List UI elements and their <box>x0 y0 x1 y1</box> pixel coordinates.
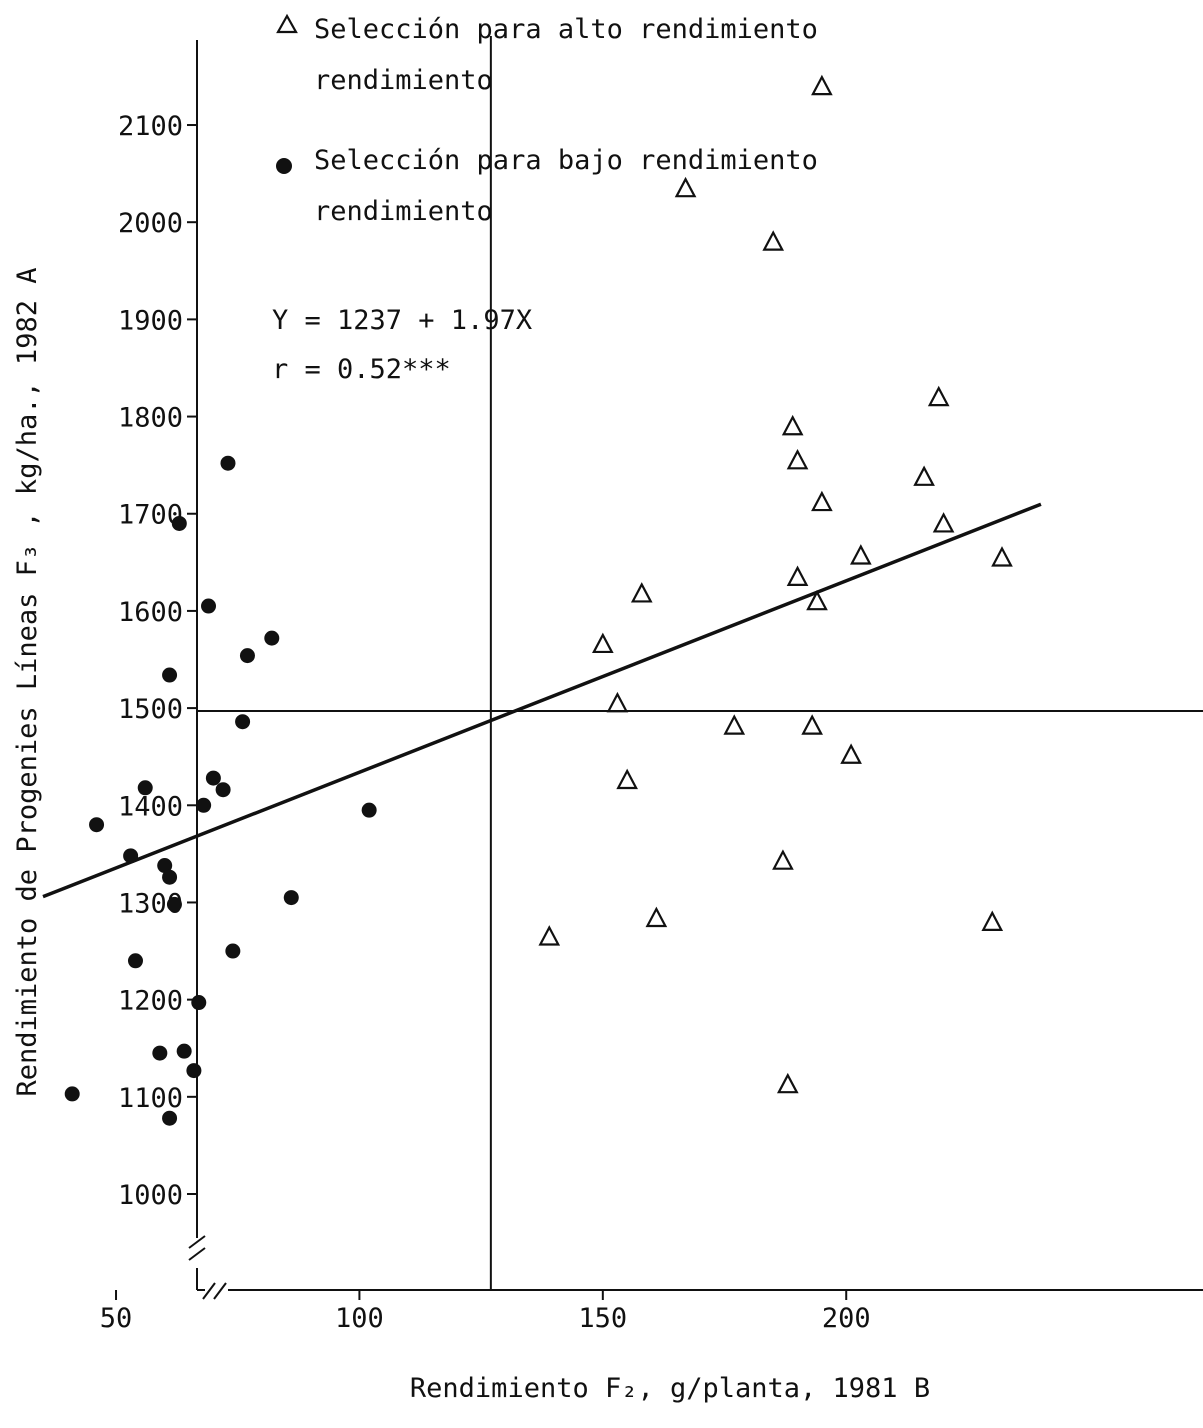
legend-triangle-marker <box>276 13 298 34</box>
data-point-dot <box>166 896 182 912</box>
data-point-dot <box>201 598 217 614</box>
legend: Selección para alto rendimiento rendimie… <box>276 13 818 227</box>
data-point-dot <box>89 817 105 833</box>
y-tick-label: 1000 <box>118 1180 183 1211</box>
data-point-dot <box>152 1045 168 1061</box>
data-point-dot <box>137 780 153 796</box>
data-point-triangle <box>811 490 833 512</box>
data-point-triangle <box>616 768 638 790</box>
data-point-triangle <box>630 582 653 603</box>
data-point-triangle <box>645 906 668 928</box>
regression-line-group <box>42 502 1042 899</box>
data-point-triangle <box>591 632 614 654</box>
data-point-triangle <box>806 589 828 611</box>
data-point-dot <box>220 455 236 471</box>
y-tick-label: 1900 <box>118 305 183 336</box>
data-point-triangle <box>840 743 862 764</box>
regression-equation: Y = 1237 + 1.97X <box>272 305 532 336</box>
data-point-dot <box>162 869 178 885</box>
correlation-coefficient: r = 0.52*** <box>272 354 451 385</box>
legend-label-alto: Selección para alto rendimiento <box>314 14 818 45</box>
x-tick-label: 100 <box>335 1303 384 1334</box>
data-point-triangle <box>781 414 804 436</box>
data-point-dot <box>205 770 221 786</box>
y-tick-label: 1500 <box>118 694 183 725</box>
data-point-triangle <box>981 910 1004 931</box>
data-point-triangle <box>786 448 809 470</box>
y-tick-label: 1200 <box>118 986 183 1017</box>
ticks: 1000110012001300140015001600170018001900… <box>100 111 871 1334</box>
data-point-dot <box>196 797 212 813</box>
data-point-dot <box>191 995 207 1011</box>
data-point-triangle <box>811 74 833 96</box>
x-tick-label: 200 <box>822 1303 871 1334</box>
data-point-dot <box>64 1086 80 1102</box>
data-point-dot <box>157 858 173 874</box>
data-point-triangle <box>991 546 1013 567</box>
data-point-triangle <box>786 565 809 587</box>
regression-line <box>42 502 1042 899</box>
data-point-dot <box>283 890 299 906</box>
data-point-triangle <box>538 925 561 946</box>
y-axis-break-mark <box>188 1235 206 1249</box>
data-point-dot <box>162 1110 178 1126</box>
data-point-dot <box>123 848 139 864</box>
y-tick-label: 2000 <box>118 208 183 239</box>
data-point-triangle <box>913 465 935 486</box>
legend-dot-marker <box>276 158 292 174</box>
y-axis-break-mark <box>188 1247 206 1261</box>
data-points <box>64 74 1013 1126</box>
data-point-triangle <box>932 512 955 533</box>
axes <box>188 40 1203 1300</box>
y-tick-label: 1600 <box>118 597 183 628</box>
data-point-triangle <box>606 691 629 713</box>
y-tick-label: 1400 <box>118 791 183 822</box>
data-point-dot <box>225 943 241 959</box>
data-point-triangle <box>927 385 950 407</box>
data-point-triangle <box>801 714 823 735</box>
y-tick-label: 2100 <box>118 111 183 142</box>
data-point-triangle <box>762 230 785 251</box>
data-point-triangle <box>723 714 746 735</box>
data-point-dot <box>264 630 280 646</box>
x-tick-label: 50 <box>100 1303 133 1334</box>
legend-label-bajo: Selección para bajo rendimiento <box>314 145 818 176</box>
data-point-dot <box>239 648 255 664</box>
legend-label-alto-line2: rendimiento <box>314 65 493 96</box>
data-point-dot <box>186 1063 202 1079</box>
y-tick-label: 1800 <box>118 403 183 434</box>
x-axis-break-mark <box>202 1282 216 1300</box>
x-tick-label: 150 <box>578 1303 627 1334</box>
x-axis-title: Rendimiento F₂, g/planta, 1981 B <box>410 1373 930 1404</box>
data-point-triangle <box>849 544 872 565</box>
data-point-dot <box>176 1043 192 1059</box>
y-tick-label: 1100 <box>118 1083 183 1114</box>
legend-label-bajo-line2: rendimiento <box>314 196 493 227</box>
data-point-triangle <box>674 176 697 198</box>
reference-lines <box>197 36 1203 1290</box>
data-point-triangle <box>776 1072 799 1094</box>
data-point-dot <box>235 714 251 730</box>
data-point-dot <box>361 802 377 818</box>
x-axis-break-mark <box>213 1282 227 1300</box>
data-point-dot <box>215 782 231 798</box>
data-point-triangle <box>772 849 794 870</box>
y-axis-title: Rendimiento de Progenies Líneas F₃ , kg/… <box>12 267 43 1096</box>
data-point-dot <box>171 515 187 531</box>
data-point-dot <box>162 667 178 683</box>
data-point-dot <box>127 953 143 969</box>
